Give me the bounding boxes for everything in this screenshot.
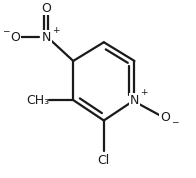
Text: −: − (2, 26, 10, 35)
Text: N: N (130, 94, 139, 107)
Text: +: + (52, 26, 59, 35)
Text: CH₃: CH₃ (26, 94, 49, 107)
Text: Cl: Cl (98, 155, 110, 167)
Text: O: O (160, 111, 170, 124)
Text: N: N (41, 31, 51, 44)
Text: O: O (10, 31, 20, 44)
Text: +: + (140, 88, 148, 97)
Text: −: − (171, 118, 178, 127)
Text: O: O (41, 2, 51, 15)
